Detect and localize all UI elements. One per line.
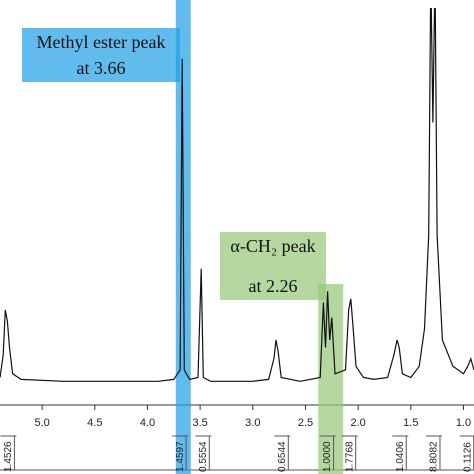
annotation-box xyxy=(22,28,180,82)
annotation-text: Methyl ester peak xyxy=(37,32,166,52)
x-tick-label: 4.0 xyxy=(140,417,155,429)
x-tick-label: 3.5 xyxy=(192,417,207,429)
integral-label: 0.1126 xyxy=(462,442,473,472)
integral-label: 0.6544 xyxy=(277,441,288,472)
integral-label: 1.7768 xyxy=(344,441,355,472)
integral-label: 0.5554 xyxy=(198,441,209,472)
integral-label: 1.4526 xyxy=(3,441,14,472)
x-tick-label: 1.5 xyxy=(403,417,418,429)
annotation-text: at 3.66 xyxy=(77,58,126,78)
x-tick-label: 2.5 xyxy=(298,417,313,429)
x-tick-label: 4.5 xyxy=(87,417,102,429)
annotation-text: at 2.26 xyxy=(249,276,298,296)
integral-label: 1.0406 xyxy=(395,441,406,472)
x-tick-label: 5.0 xyxy=(34,417,49,429)
x-tick-label: 1.0 xyxy=(456,417,471,429)
x-tick-label: 3.0 xyxy=(245,417,260,429)
integral-label: 1.0000 xyxy=(322,441,333,472)
annotation-box xyxy=(220,232,326,300)
integral-label: 1.4597 xyxy=(175,441,186,472)
spectrum-line xyxy=(0,8,474,382)
annotation-text: α-CH₂ peak xyxy=(230,236,315,256)
integral-label: 8.8082 xyxy=(429,441,440,472)
x-tick-label: 2.0 xyxy=(350,417,365,429)
